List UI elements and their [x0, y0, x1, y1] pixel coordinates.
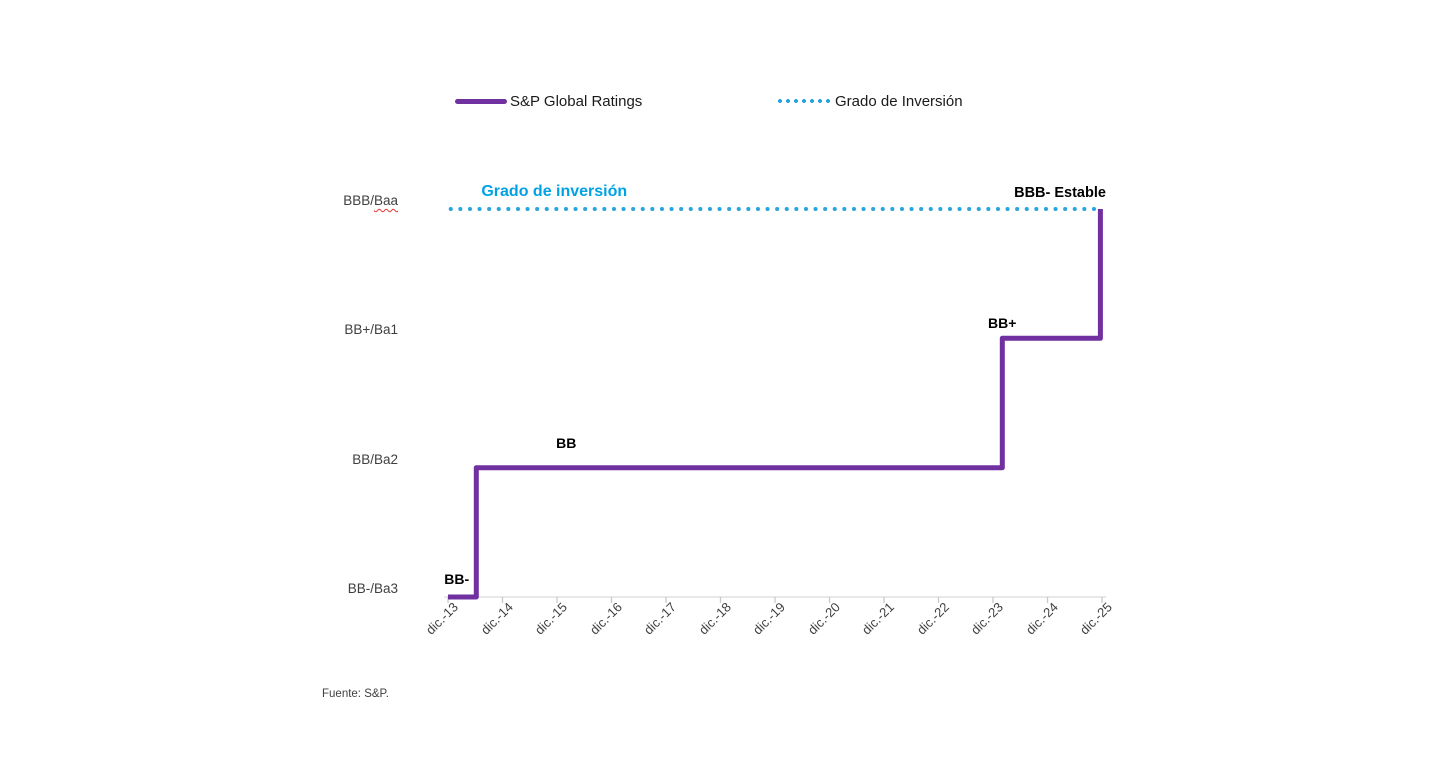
source-note: Fuente: S&P.: [322, 688, 389, 700]
legend-item-sp-global-ratings: S&P Global Ratings: [455, 92, 642, 110]
legend-solid-line-swatch: [455, 98, 507, 104]
legend-dotted-line-swatch: [776, 98, 832, 104]
legend-item-grado-de-inversion: Grado de Inversión: [776, 92, 963, 110]
series-line-s-p-global-ratings: [448, 209, 1103, 600]
legend-label-sp-global-ratings: S&P Global Ratings: [510, 92, 643, 110]
legend-label-grado-de-inversion: Grado de Inversión: [835, 92, 963, 110]
